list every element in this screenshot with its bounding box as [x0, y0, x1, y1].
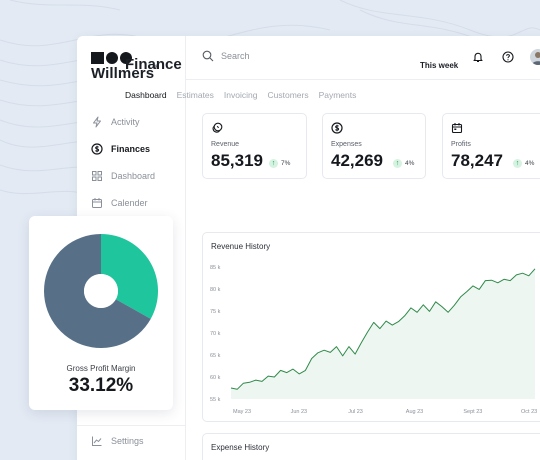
search-placeholder: Search: [221, 51, 250, 61]
stat-change: ↑ 7%: [269, 159, 290, 168]
y-tick-label: 65 k: [210, 353, 221, 359]
x-tick-label: May 23: [233, 409, 251, 415]
chart-title: Expense History: [211, 443, 270, 452]
stat-value: 85,319: [211, 151, 263, 170]
grid-icon: [92, 171, 102, 181]
brand-logo[interactable]: Willmers®: [91, 51, 159, 82]
sidebar-item-label: Settings: [111, 436, 144, 446]
search-input[interactable]: Search: [202, 50, 250, 62]
topbar: Search: [186, 36, 540, 80]
period-selector[interactable]: This week: [420, 61, 459, 70]
arrow-up-icon: ↑: [269, 159, 278, 168]
stat-card-profits[interactable]: Profits 78,247 ↑ 4%: [442, 113, 540, 179]
chart-title: Revenue History: [211, 242, 271, 251]
sidebar: Willmers® Activity Finances Dashboard Ca…: [77, 36, 186, 460]
stat-card-expenses[interactable]: Expenses 42,269 ↑ 4%: [322, 113, 426, 179]
stat-label: Expenses: [331, 141, 362, 148]
revenue-chart: 85 k 80 k 75 k 70 k 65 k 60 k 55 k May 23 Jun 23…: [210, 265, 537, 415]
arrow-up-icon: ↑: [393, 159, 402, 168]
sidebar-item-finances[interactable]: Finances: [91, 143, 150, 155]
y-tick-label: 75 k: [210, 309, 221, 315]
sidebar-item-label: Dashboard: [111, 171, 156, 181]
tabs: Dashboard Estimates Invoicing Customers …: [125, 90, 366, 100]
stat-card-revenue[interactable]: Revenue 85,319 ↑ 7%: [202, 113, 307, 179]
x-tick-label: Oct 23: [521, 409, 537, 415]
tab-dashboard[interactable]: Dashboard: [125, 90, 167, 100]
sidebar-item-calender[interactable]: Calender: [91, 197, 148, 209]
stat-label: Revenue: [211, 141, 240, 148]
stat-value: 42,269: [331, 151, 383, 170]
x-tick-label: Sept 23: [463, 409, 482, 415]
y-tick-label: 60 k: [210, 375, 221, 381]
sidebar-item-dashboard[interactable]: Dashboard: [91, 170, 155, 182]
x-tick-label: Jun 23: [291, 409, 308, 415]
x-tick-label: Jul 23: [348, 409, 363, 415]
tab-estimates[interactable]: Estimates: [176, 90, 214, 100]
donut-hole: [84, 274, 118, 308]
stat-change: ↑ 4%: [393, 159, 414, 168]
y-tick-label: 85 k: [210, 265, 221, 271]
donut-slice: [43, 234, 151, 348]
stat-value: 78,247: [451, 151, 503, 170]
dollar-circle-icon: [91, 143, 103, 155]
sidebar-item-label: Activity: [111, 117, 140, 127]
revenue-series-line: [230, 268, 536, 390]
y-tick-label: 70 k: [210, 331, 221, 337]
tab-payments[interactable]: Payments: [318, 90, 357, 100]
sidebar-item-label: Finances: [111, 144, 151, 154]
tab-invoicing[interactable]: Invoicing: [223, 90, 258, 100]
y-tick-label: 55 k: [210, 397, 221, 403]
gross-profit-card: Gross Profit Margin 33.12%: [29, 216, 173, 410]
avatar[interactable]: [530, 49, 540, 65]
bell-icon[interactable]: [472, 51, 484, 63]
y-tick-label: 80 k: [210, 287, 221, 293]
tab-customers[interactable]: Customers: [267, 90, 309, 100]
expense-history-card: Expense History: [202, 433, 540, 460]
search-icon: [202, 50, 214, 62]
stat-label: Profits: [451, 141, 471, 148]
calendar-icon: [451, 123, 463, 134]
brand-name: Willmers®: [91, 65, 159, 82]
revenue-area: [231, 268, 535, 399]
donut-slice: [101, 234, 158, 319]
sidebar-item-activity[interactable]: Activity: [91, 116, 140, 128]
calendar-icon: [92, 198, 102, 208]
gross-profit-label: Gross Profit Margin: [66, 364, 136, 373]
page-title: Finance: [125, 56, 182, 73]
dollar-circle-icon: [331, 122, 343, 134]
gross-profit-value: 33.12%: [68, 375, 134, 396]
logo-mark: [91, 51, 159, 64]
coins-icon: [212, 122, 223, 133]
revenue-history-card: Revenue History 85 k 80 k 75 k 70 k 65 k 60 k…: [202, 232, 540, 422]
gross-profit-donut: [43, 234, 158, 348]
help-icon[interactable]: [502, 51, 514, 63]
stat-change: ↑ 4%: [513, 159, 534, 168]
sidebar-item-label: Calender: [111, 198, 148, 208]
sidebar-divider: [77, 425, 185, 426]
x-tick-label: Aug 23: [406, 409, 423, 415]
lightning-icon: [93, 116, 101, 128]
arrow-up-icon: ↑: [513, 159, 522, 168]
chart-icon: [92, 436, 102, 446]
sidebar-item-settings[interactable]: Settings: [91, 435, 144, 447]
